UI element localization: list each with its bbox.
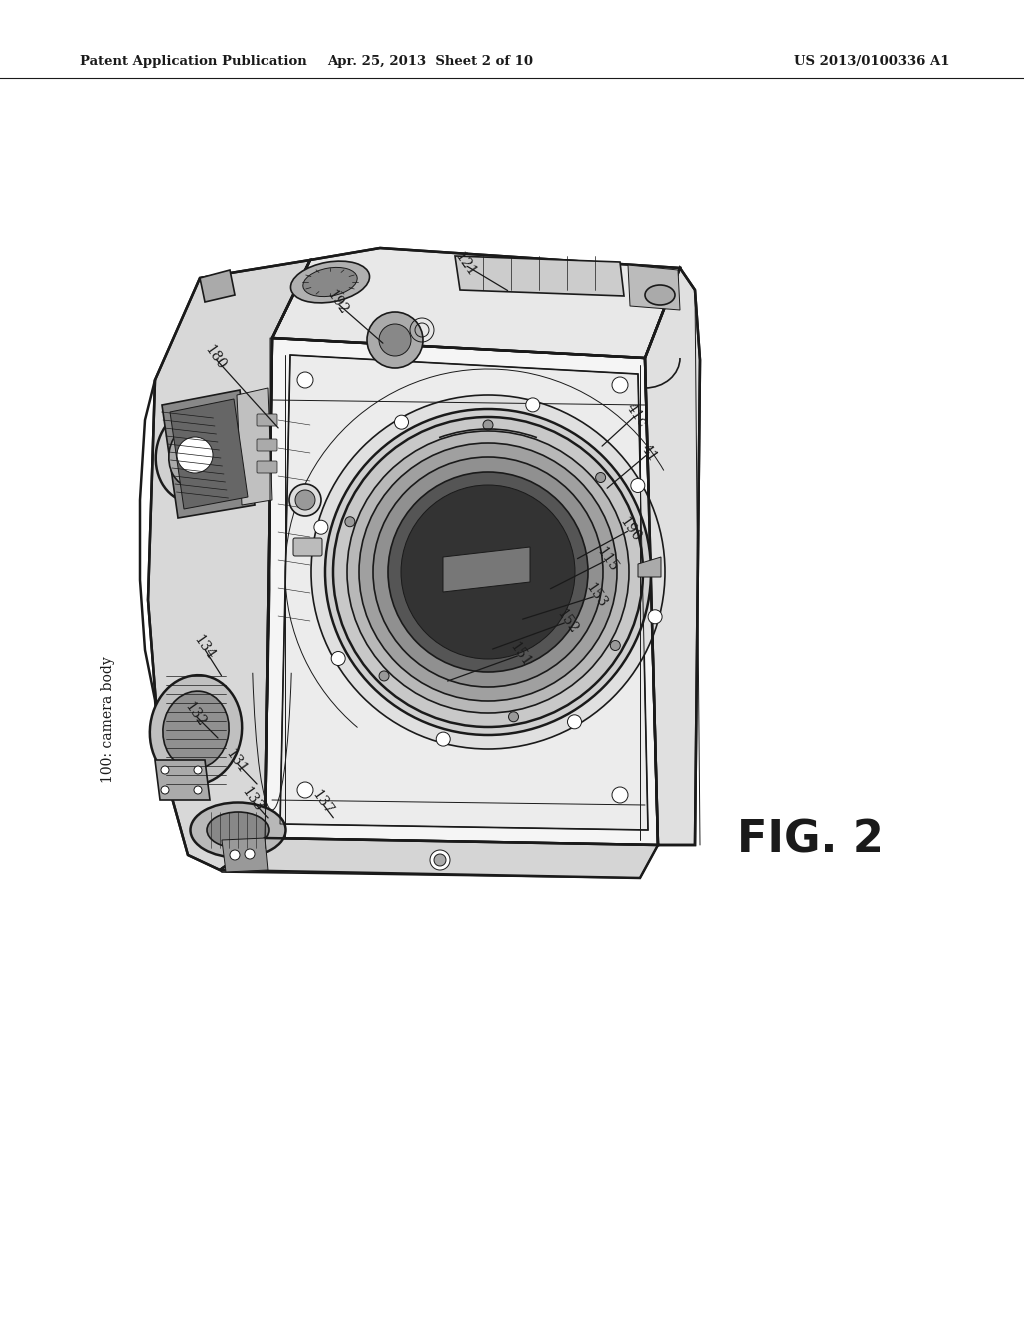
Polygon shape: [162, 389, 255, 517]
Text: 152: 152: [554, 607, 581, 636]
Polygon shape: [628, 265, 680, 310]
Circle shape: [394, 416, 409, 429]
Polygon shape: [272, 248, 680, 358]
Text: 134: 134: [190, 634, 217, 663]
Circle shape: [230, 850, 240, 861]
Circle shape: [245, 849, 255, 859]
Circle shape: [612, 378, 628, 393]
Ellipse shape: [163, 692, 229, 768]
FancyBboxPatch shape: [257, 414, 278, 426]
Polygon shape: [455, 256, 624, 296]
Polygon shape: [443, 546, 530, 591]
Circle shape: [648, 610, 663, 624]
Text: 151: 151: [507, 640, 534, 669]
Ellipse shape: [291, 261, 370, 302]
Polygon shape: [148, 260, 310, 870]
Circle shape: [297, 372, 313, 388]
Circle shape: [289, 484, 321, 516]
Circle shape: [434, 854, 446, 866]
Polygon shape: [170, 399, 248, 510]
Text: 131: 131: [222, 747, 249, 777]
Circle shape: [331, 652, 345, 665]
Text: Apr. 25, 2013  Sheet 2 of 10: Apr. 25, 2013 Sheet 2 of 10: [327, 55, 534, 69]
Circle shape: [367, 312, 423, 368]
Circle shape: [297, 781, 313, 799]
Circle shape: [161, 785, 169, 795]
FancyBboxPatch shape: [257, 440, 278, 451]
Ellipse shape: [150, 675, 243, 785]
Circle shape: [347, 432, 629, 713]
Circle shape: [509, 711, 518, 722]
Circle shape: [311, 395, 665, 748]
Text: 132: 132: [181, 700, 208, 730]
Circle shape: [596, 473, 605, 483]
Circle shape: [373, 457, 603, 686]
Circle shape: [525, 397, 540, 412]
Text: 41c: 41c: [623, 400, 649, 429]
Circle shape: [194, 785, 202, 795]
Text: 121: 121: [452, 249, 478, 280]
Circle shape: [333, 417, 643, 727]
Circle shape: [295, 490, 315, 510]
Polygon shape: [237, 388, 272, 506]
FancyBboxPatch shape: [257, 461, 278, 473]
Polygon shape: [155, 760, 210, 800]
Text: FIG. 2: FIG. 2: [736, 818, 884, 862]
Circle shape: [430, 850, 450, 870]
Text: 137: 137: [308, 788, 335, 818]
Circle shape: [379, 671, 389, 681]
Circle shape: [612, 787, 628, 803]
Polygon shape: [220, 838, 658, 878]
Ellipse shape: [156, 408, 234, 503]
Circle shape: [388, 473, 588, 672]
Circle shape: [345, 516, 355, 527]
Text: 115: 115: [594, 545, 621, 576]
Text: 133: 133: [239, 785, 265, 814]
Circle shape: [359, 444, 617, 701]
Circle shape: [567, 715, 582, 729]
Polygon shape: [265, 338, 658, 845]
Polygon shape: [645, 268, 700, 845]
Circle shape: [379, 323, 411, 356]
Polygon shape: [200, 271, 234, 302]
Ellipse shape: [645, 285, 675, 305]
Text: 153: 153: [583, 581, 609, 611]
Text: 190: 190: [616, 515, 643, 545]
Circle shape: [483, 420, 493, 430]
Text: US 2013/0100336 A1: US 2013/0100336 A1: [795, 55, 950, 69]
Text: 180: 180: [202, 343, 228, 372]
Circle shape: [610, 640, 621, 651]
Circle shape: [631, 479, 645, 492]
Polygon shape: [280, 355, 648, 830]
Circle shape: [177, 437, 213, 473]
Ellipse shape: [303, 268, 357, 297]
Ellipse shape: [207, 812, 269, 847]
FancyBboxPatch shape: [293, 539, 322, 556]
Text: 192: 192: [324, 288, 350, 318]
Ellipse shape: [190, 803, 286, 858]
Ellipse shape: [169, 422, 221, 487]
Text: 41: 41: [638, 442, 659, 465]
Circle shape: [161, 766, 169, 774]
Circle shape: [314, 520, 328, 535]
Text: 100: camera body: 100: camera body: [101, 656, 115, 783]
Circle shape: [401, 484, 575, 659]
Text: Patent Application Publication: Patent Application Publication: [80, 55, 307, 69]
Circle shape: [325, 409, 651, 735]
Polygon shape: [222, 838, 268, 873]
Circle shape: [436, 733, 451, 746]
Circle shape: [194, 766, 202, 774]
Polygon shape: [638, 557, 662, 577]
